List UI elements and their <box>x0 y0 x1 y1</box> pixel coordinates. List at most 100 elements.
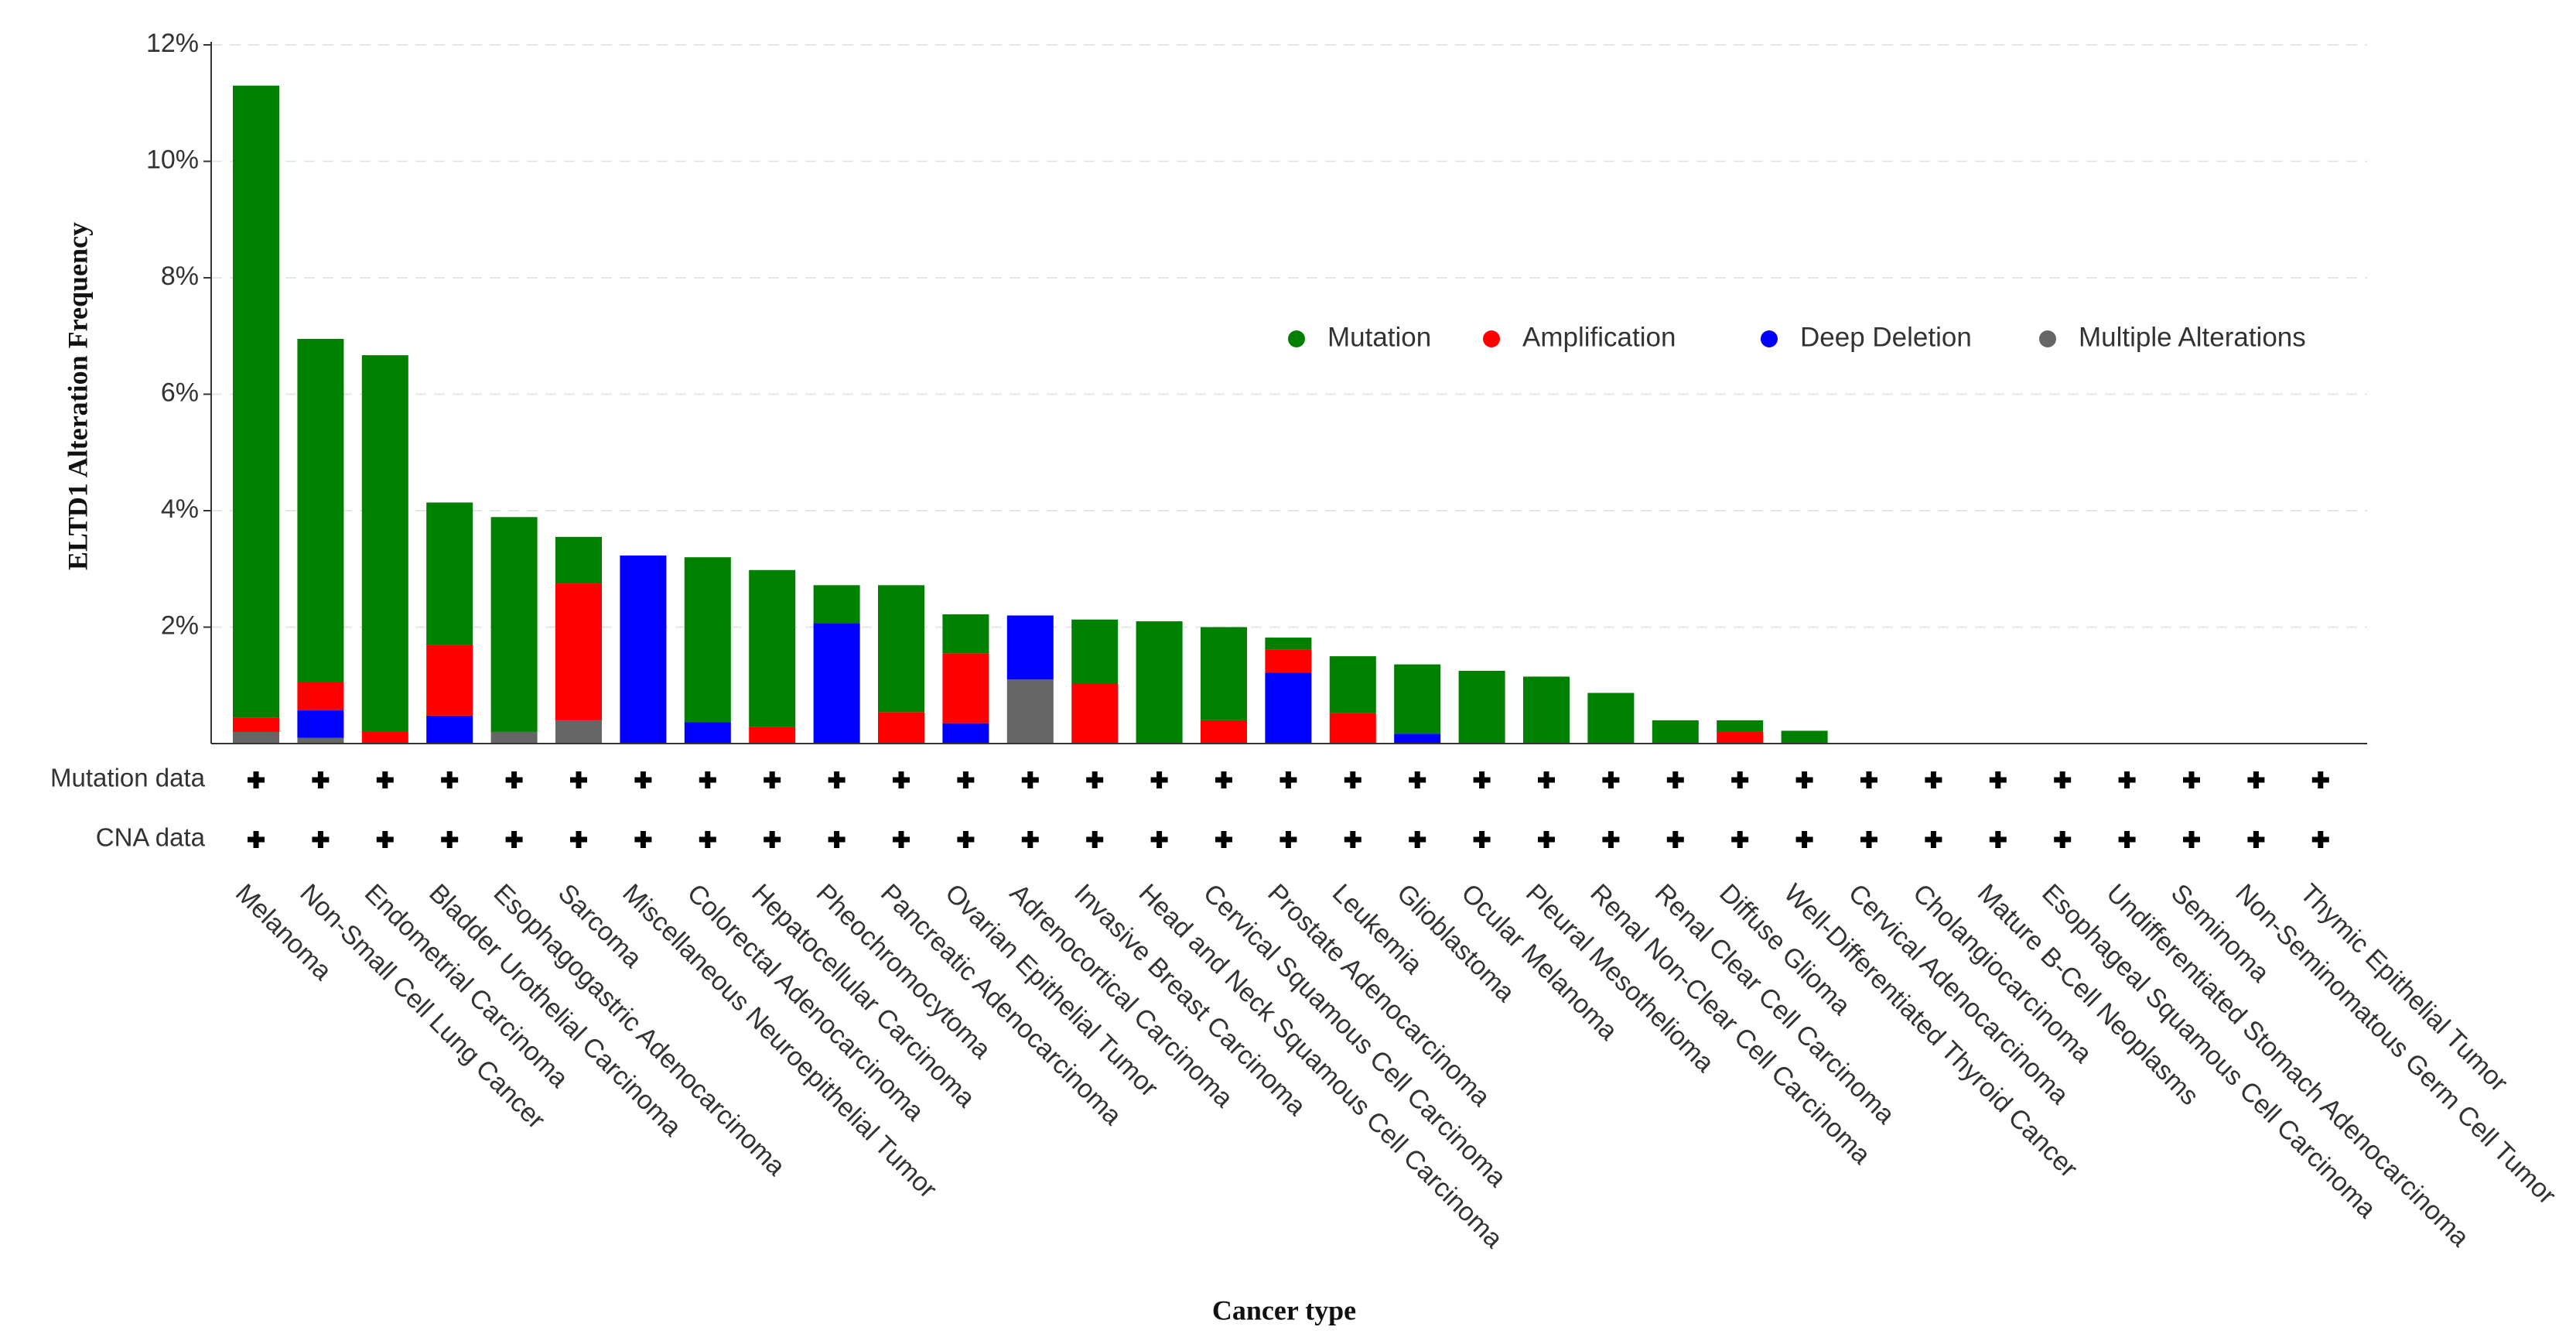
profile-plus <box>1666 771 1684 788</box>
profile-plus <box>570 831 587 848</box>
profile-plus <box>1344 771 1361 788</box>
legend-label: Multiple Alterations <box>2079 322 2306 352</box>
bar-segment <box>297 682 344 711</box>
bar-segment <box>1394 734 1441 744</box>
profile-plus <box>1731 771 1749 788</box>
bar-segment <box>684 722 731 744</box>
profile-plus <box>1150 771 1168 788</box>
bar-segment <box>555 720 602 744</box>
profile-plus <box>1279 831 1297 848</box>
profile-plus <box>1731 831 1749 848</box>
bar-segment <box>297 339 344 682</box>
bar-segment <box>1329 656 1376 713</box>
profile-plus <box>957 771 975 788</box>
bar-segment <box>1717 731 1764 744</box>
bar-segment <box>1265 638 1312 650</box>
profile-plus <box>1795 771 1813 788</box>
bar-segment <box>233 85 279 718</box>
y-tick-label: 8% <box>161 262 199 291</box>
profile-plus <box>312 831 330 848</box>
y-tick-label: 12% <box>146 29 199 58</box>
bar-segment <box>1265 649 1312 673</box>
bar-segment <box>1071 683 1119 744</box>
profile-plus <box>1409 831 1426 848</box>
bar-segment <box>1136 621 1183 744</box>
bar-segment <box>426 502 473 645</box>
profile-plus <box>376 771 394 788</box>
profile-plus <box>764 831 781 848</box>
bar-segment <box>1394 664 1441 734</box>
bar-segment <box>490 731 538 744</box>
profile-plus <box>312 771 330 788</box>
bar-segment <box>1652 720 1699 744</box>
profile-plus <box>1925 831 1942 848</box>
bar-segment <box>555 583 602 720</box>
profile-plus <box>699 831 716 848</box>
profile-plus <box>634 771 652 788</box>
bar-segment <box>1006 679 1054 744</box>
bar-segment <box>426 645 473 716</box>
bar-segment <box>813 623 860 744</box>
profile-plus <box>2183 831 2200 848</box>
profile-row-label: Mutation data <box>50 764 206 792</box>
bar-segment <box>942 653 989 723</box>
bar-segment <box>1587 693 1635 744</box>
profile-plus <box>1538 831 1555 848</box>
bar-segment <box>1006 615 1054 680</box>
y-tick-label: 2% <box>161 610 199 640</box>
bar-segment <box>297 737 344 744</box>
profile-plus <box>1215 831 1232 848</box>
profile-plus <box>2311 831 2329 848</box>
profile-plus <box>2247 831 2265 848</box>
bar-segment <box>684 557 731 723</box>
profile-plus <box>1989 831 2007 848</box>
profile-plus <box>2118 831 2136 848</box>
legend-marker <box>1483 330 1500 347</box>
profile-plus <box>1344 831 1361 848</box>
y-tick-label: 10% <box>146 145 199 174</box>
profile-plus <box>2054 771 2072 788</box>
profile-plus <box>1021 831 1039 848</box>
bar-segment <box>1071 619 1119 684</box>
profile-plus <box>505 831 523 848</box>
profile-plus <box>570 771 587 788</box>
bar-segment <box>233 717 279 732</box>
y-tick-label: 6% <box>161 378 199 407</box>
bar-segment <box>942 723 989 744</box>
legend-marker <box>1288 330 1305 347</box>
bar-segment <box>749 569 796 727</box>
profile-plus <box>1860 831 1877 848</box>
bar-segment <box>1329 713 1376 744</box>
profile-plus <box>1021 771 1039 788</box>
profile-plus <box>1860 771 1877 788</box>
legend-label: Deep Deletion <box>1800 322 1972 352</box>
profile-plus <box>893 831 910 848</box>
bar-segment <box>878 585 924 713</box>
profile-plus <box>1666 831 1684 848</box>
profile-plus <box>1279 771 1297 788</box>
bar-segment <box>490 517 538 732</box>
bar-segment <box>426 715 473 744</box>
profile-plus <box>699 771 716 788</box>
profile-plus <box>1925 771 1942 788</box>
bar-segment <box>1458 670 1505 744</box>
profile-plus <box>764 771 781 788</box>
bar-segment <box>555 536 602 584</box>
profile-plus <box>441 831 459 848</box>
profile-plus <box>1473 771 1491 788</box>
bar-segment <box>233 731 279 744</box>
profile-plus <box>1215 771 1232 788</box>
profile-plus <box>1989 771 2007 788</box>
y-axis-title: ELTD1 Alteration Frequency <box>62 222 93 570</box>
profile-plus <box>2054 831 2072 848</box>
profile-plus <box>1602 771 1620 788</box>
bar-segment <box>361 731 408 744</box>
profile-row-label: CNA data <box>96 823 206 852</box>
profile-plus <box>957 831 975 848</box>
profile-plus <box>828 831 846 848</box>
profile-plus <box>441 771 459 788</box>
bar-segment <box>1781 730 1828 744</box>
bar-segment <box>1523 676 1570 744</box>
bar-segment <box>1717 720 1764 732</box>
